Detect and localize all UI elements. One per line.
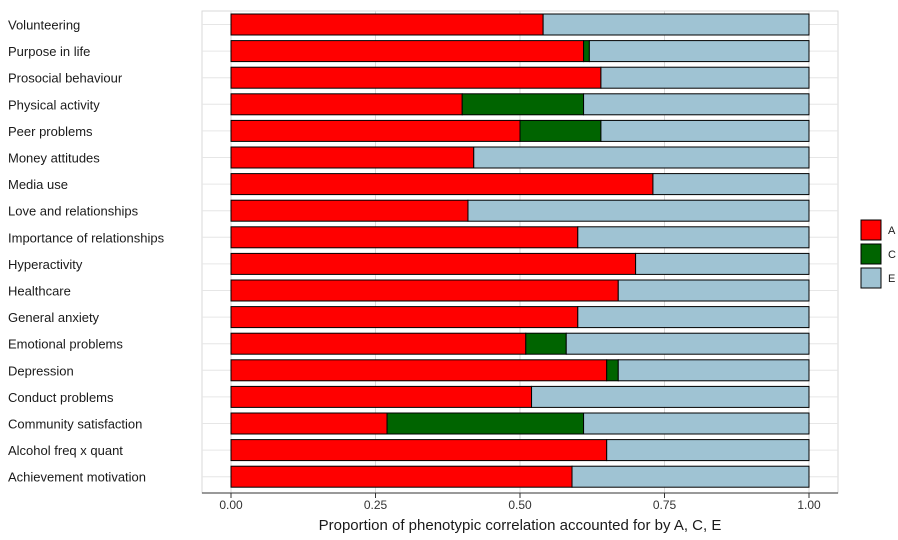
bar-E-9: [635, 252, 810, 275]
bar-E-10: [617, 279, 810, 302]
bar-A-9: [230, 252, 637, 275]
legend-label-C: C: [888, 249, 896, 261]
x-tick-label: 0.75: [653, 498, 677, 512]
bar-E-5: [473, 146, 810, 169]
bar-A-12: [230, 332, 527, 355]
bar-A-8: [230, 226, 579, 249]
category-label: Importance of relationships: [8, 230, 165, 245]
bar-A-14: [230, 385, 533, 408]
bar-E-3: [583, 93, 810, 116]
bar-E-14: [531, 385, 810, 408]
bar-A-13: [230, 359, 608, 382]
category-label: Community satisfaction: [8, 417, 142, 432]
bar-C-1: [583, 40, 590, 63]
category-label: Hyperactivity: [8, 257, 83, 272]
bar-C-13: [606, 359, 619, 382]
legend-swatch-E: [860, 267, 882, 289]
bar-A-4: [230, 119, 521, 142]
x-axis: 0.00 0.25 0.50 0.75 1.00: [202, 492, 838, 512]
category-label: Money attitudes: [8, 151, 100, 166]
category-label: Conduct problems: [8, 390, 114, 405]
bar-C-12: [525, 332, 567, 355]
category-label: Emotional problems: [8, 337, 123, 352]
bar-C-3: [461, 93, 585, 116]
bar-E-6: [652, 173, 810, 196]
x-tick-label: 0.50: [508, 498, 532, 512]
bar-A-17: [230, 465, 573, 488]
category-label: General anxiety: [8, 310, 100, 325]
bar-E-0: [542, 13, 810, 36]
bar-E-17: [571, 465, 810, 488]
bars: [230, 13, 810, 488]
legend-label-E: E: [888, 273, 895, 285]
category-label: Healthcare: [8, 284, 71, 299]
bar-A-5: [230, 146, 475, 169]
bar-A-0: [230, 13, 544, 36]
bar-A-10: [230, 279, 619, 302]
bar-A-2: [230, 66, 602, 89]
category-label: Alcohol freq x quant: [8, 443, 123, 458]
x-tick-label: 1.00: [797, 498, 821, 512]
x-axis-title: Proportion of phenotypic correlation acc…: [319, 517, 722, 534]
bar-A-3: [230, 93, 463, 116]
bar-E-7: [467, 199, 810, 222]
x-tick-label: 0.00: [219, 498, 243, 512]
legend-label-A: A: [888, 225, 896, 237]
category-label: Media use: [8, 177, 68, 192]
legend-swatch-A: [860, 219, 882, 241]
bar-E-12: [565, 332, 810, 355]
legend: ACE: [860, 219, 896, 289]
bar-E-1: [588, 40, 810, 63]
category-label: Prosocial behaviour: [8, 71, 123, 86]
bar-A-15: [230, 412, 388, 435]
bar-E-13: [617, 359, 810, 382]
bar-A-1: [230, 40, 585, 63]
category-label: Volunteering: [8, 18, 80, 33]
category-label: Love and relationships: [8, 204, 139, 219]
bar-E-2: [600, 66, 810, 89]
bar-A-16: [230, 439, 608, 462]
legend-swatch-C: [860, 243, 882, 265]
bar-A-11: [230, 306, 579, 329]
bar-E-15: [583, 412, 810, 435]
category-label: Physical activity: [8, 97, 100, 112]
bar-E-4: [600, 119, 810, 142]
bar-E-11: [577, 306, 810, 329]
bar-A-7: [230, 199, 469, 222]
category-label: Achievement motivation: [8, 470, 146, 485]
bar-C-4: [519, 119, 602, 142]
category-label: Purpose in life: [8, 44, 90, 59]
bar-C-15: [386, 412, 585, 435]
bar-E-16: [606, 439, 810, 462]
category-label: Peer problems: [8, 124, 93, 139]
category-label: Depression: [8, 363, 74, 378]
bar-A-6: [230, 173, 654, 196]
category-labels: Volunteering Purpose in life Prosocial beh…: [8, 18, 165, 485]
bar-E-8: [577, 226, 810, 249]
x-tick-label: 0.25: [364, 498, 388, 512]
